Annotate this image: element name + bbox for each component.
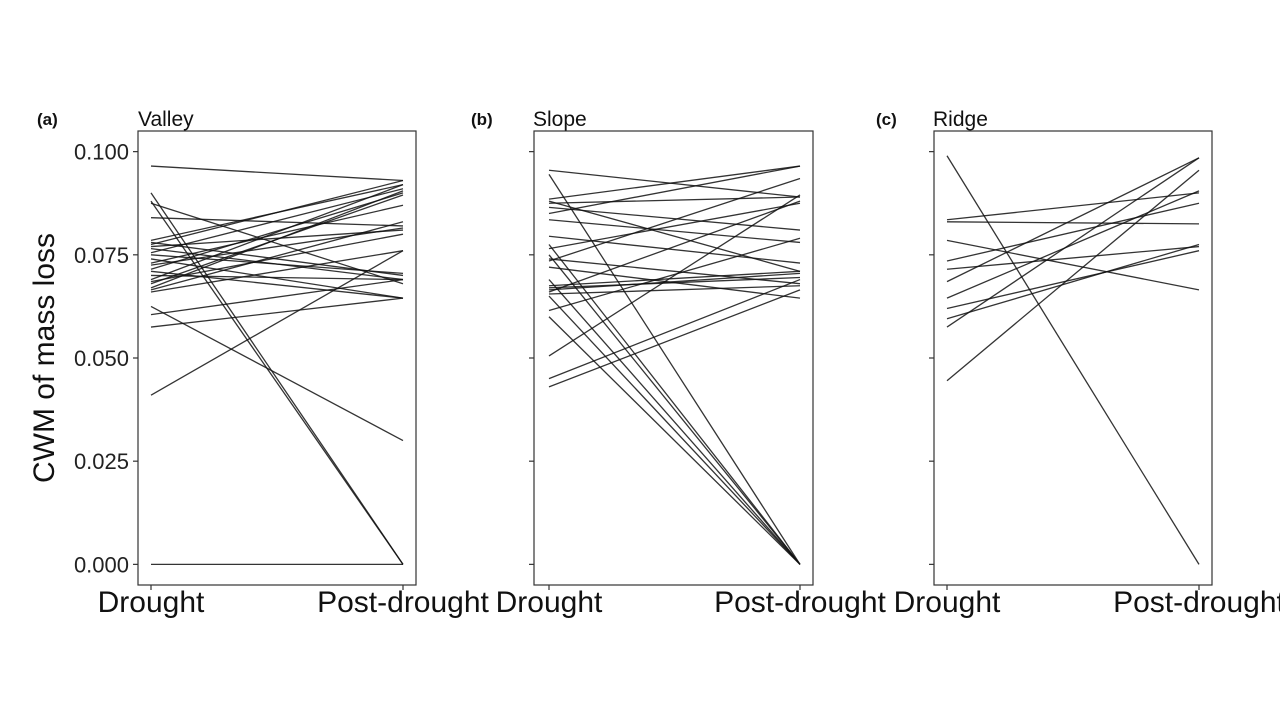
x-tick-label: Post-drought <box>714 586 886 619</box>
series-line <box>548 202 801 250</box>
panel-frame <box>533 130 814 586</box>
panel-title: Valley <box>138 108 194 131</box>
series-line <box>150 165 404 182</box>
panel-1: (a) Valley 0.000 0.025 0.050 0.075 0.100 Drough… <box>37 108 490 619</box>
series-line <box>150 258 404 299</box>
series-line <box>946 192 1200 221</box>
series-line <box>150 221 404 291</box>
series-line <box>548 285 801 295</box>
y-axis-label: CWM of mass loss <box>28 233 61 483</box>
series-line <box>946 239 1200 291</box>
x-tick-label: Drought <box>496 586 603 619</box>
series-line <box>150 278 404 316</box>
panel-tag: (a) <box>37 110 58 129</box>
panel-frame <box>137 130 417 586</box>
series-line <box>150 233 404 283</box>
series-line <box>548 165 801 215</box>
series-line <box>548 254 801 565</box>
series-line <box>548 200 801 293</box>
series-line <box>946 202 1200 262</box>
series-line <box>946 169 1200 382</box>
series-line <box>548 279 801 565</box>
panel-tag: (b) <box>471 110 493 129</box>
series-line <box>150 192 404 270</box>
series-line <box>548 173 801 565</box>
series-line <box>548 270 801 287</box>
y-tick-label: 0.050 <box>74 346 129 371</box>
x-tick-label: Drought <box>894 586 1001 619</box>
panel-2: (b) Slope Drought Post-drought <box>471 108 887 619</box>
series-line <box>150 274 404 281</box>
panels: (a) Valley 0.000 0.025 0.050 0.075 0.100 Drough… <box>37 108 1280 619</box>
series-line <box>946 157 1200 283</box>
series-line <box>946 243 1200 320</box>
series-line <box>548 237 801 312</box>
y-tick-label: 0.100 <box>74 140 129 165</box>
panel-3: (c) Ridge Drought Post-drought <box>876 108 1280 619</box>
x-tick-label: Drought <box>98 586 205 619</box>
series-line <box>548 316 801 565</box>
x-tick-label: Post-drought <box>317 586 489 619</box>
series-line <box>548 244 801 565</box>
panel-tag: (c) <box>876 110 897 129</box>
series-line <box>548 295 801 565</box>
series-line <box>946 190 1200 299</box>
series-line <box>548 196 801 204</box>
series-line <box>548 177 801 262</box>
panel-title: Ridge <box>933 108 988 131</box>
series-line <box>548 272 801 291</box>
series-line <box>946 155 1200 565</box>
panel-title: Slope <box>533 108 587 131</box>
series-line <box>150 179 404 246</box>
series-line <box>150 250 404 396</box>
series-line <box>150 254 404 275</box>
series-line <box>548 165 801 200</box>
series-line <box>548 276 801 289</box>
x-tick-label: Post-drought <box>1113 586 1280 619</box>
series-line <box>548 219 801 244</box>
y-tick-label: 0.025 <box>74 449 129 474</box>
series-line <box>150 305 404 442</box>
series-line <box>548 278 801 380</box>
series-line <box>150 184 404 281</box>
y-tick-label: 0.000 <box>74 552 129 577</box>
series-line <box>150 190 404 289</box>
series-line <box>946 221 1200 225</box>
series-line <box>150 204 404 264</box>
series-line <box>150 227 404 266</box>
series-line <box>548 206 801 231</box>
series-line <box>548 289 801 388</box>
series-line <box>150 217 404 227</box>
series-line <box>150 192 404 565</box>
series-line <box>548 194 801 357</box>
series-line <box>946 157 1200 328</box>
series-line <box>150 200 404 565</box>
series-line <box>150 250 404 293</box>
series-line <box>150 297 404 328</box>
series-line <box>548 200 801 272</box>
series-line <box>946 245 1200 270</box>
y-tick-label: 0.075 <box>74 243 129 268</box>
series-line <box>150 188 404 254</box>
